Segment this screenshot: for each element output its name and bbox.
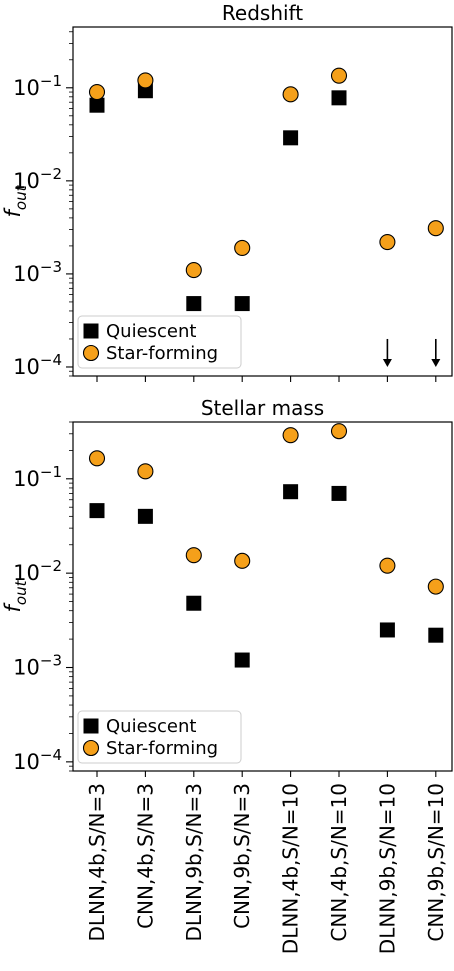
chart-panel-2: Stellar mass 10−1 10−2 10−3 10−4 fout DLNN,4b,…: [1, 396, 453, 954]
quiescent-point: [89, 503, 105, 519]
legend-box: [77, 315, 242, 369]
y-tick-label: 10−2: [13, 557, 62, 585]
star-forming-point: [88, 450, 106, 467]
chart-title: Redshift: [222, 1, 303, 25]
star-forming-point: [379, 557, 396, 574]
x-tick-label: CNN,4b,S/N=10: [327, 783, 351, 942]
x-tick-label: CNN,4b,S/N=3: [133, 783, 157, 929]
star-forming-point: [379, 234, 396, 251]
quiescent-point: [428, 627, 444, 643]
star-forming-point: [137, 463, 154, 480]
star-forming-point: [185, 262, 202, 279]
quiescent-point: [234, 652, 250, 668]
x-tick-label: CNN,9b,S/N=3: [230, 783, 254, 929]
star-forming-point: [330, 423, 348, 440]
legend-box: [77, 710, 242, 764]
legend-circle-marker: [82, 344, 100, 362]
chart-title: Stellar mass: [201, 396, 324, 420]
quiescent-point: [137, 508, 153, 524]
y-tick-label: 10−4: [13, 351, 62, 379]
plot-frame: [72, 421, 453, 772]
star-forming-point: [234, 552, 251, 569]
star-forming-point: [427, 578, 444, 595]
quiescent-point: [89, 97, 105, 113]
x-tick-label: DLNN,9b,S/N=3: [182, 783, 206, 941]
star-forming-point: [330, 67, 348, 84]
y-axis-label: fout: [1, 579, 30, 612]
y-axis-label: fout: [1, 184, 30, 217]
star-forming-point: [427, 220, 444, 237]
x-tick-label: CNN,9b,S/N=10: [424, 783, 448, 942]
quiescent-point: [186, 595, 202, 611]
quiescent-point: [379, 622, 395, 638]
x-tick-label: DLNN,4b,S/N=3: [85, 783, 109, 941]
quiescent-point: [283, 484, 299, 500]
upper-limit-arrowhead: [431, 358, 441, 367]
quiescent-point: [283, 130, 299, 146]
y-tick-label: 10−1: [13, 463, 62, 491]
star-forming-point: [137, 72, 154, 89]
star-forming-point: [234, 239, 251, 257]
y-tick-label: 10−2: [13, 165, 62, 193]
y-tick-label: 10−3: [13, 258, 62, 286]
legend-square-marker: [83, 718, 99, 734]
legend-label: Quiescent: [106, 716, 196, 737]
y-tick-label: 10−3: [13, 652, 62, 680]
legend-label: Quiescent: [106, 321, 196, 342]
star-forming-point: [185, 547, 202, 564]
x-tick-label: DLNN,9b,S/N=10: [375, 783, 399, 954]
x-tick-label: DLNN,4b,S/N=10: [279, 783, 303, 954]
legend-label: Star-forming: [106, 343, 218, 364]
quiescent-point: [234, 296, 250, 312]
upper-limit-arrowhead: [382, 358, 392, 367]
star-forming-point: [282, 427, 299, 444]
y-tick-label: 10−1: [13, 72, 62, 100]
quiescent-point: [186, 296, 202, 312]
legend-square-marker: [83, 323, 99, 339]
legend-circle-marker: [82, 739, 100, 757]
quiescent-point: [331, 485, 347, 501]
legend-label: Star-forming: [106, 738, 218, 759]
star-forming-point: [282, 86, 299, 103]
chart-panel-1: Redshift 10−1 10−2 10−3 10−4 fout QuiescentSta…: [1, 1, 453, 382]
y-tick-label: 10−4: [13, 746, 62, 774]
quiescent-point: [331, 90, 347, 106]
star-forming-point: [88, 83, 106, 101]
